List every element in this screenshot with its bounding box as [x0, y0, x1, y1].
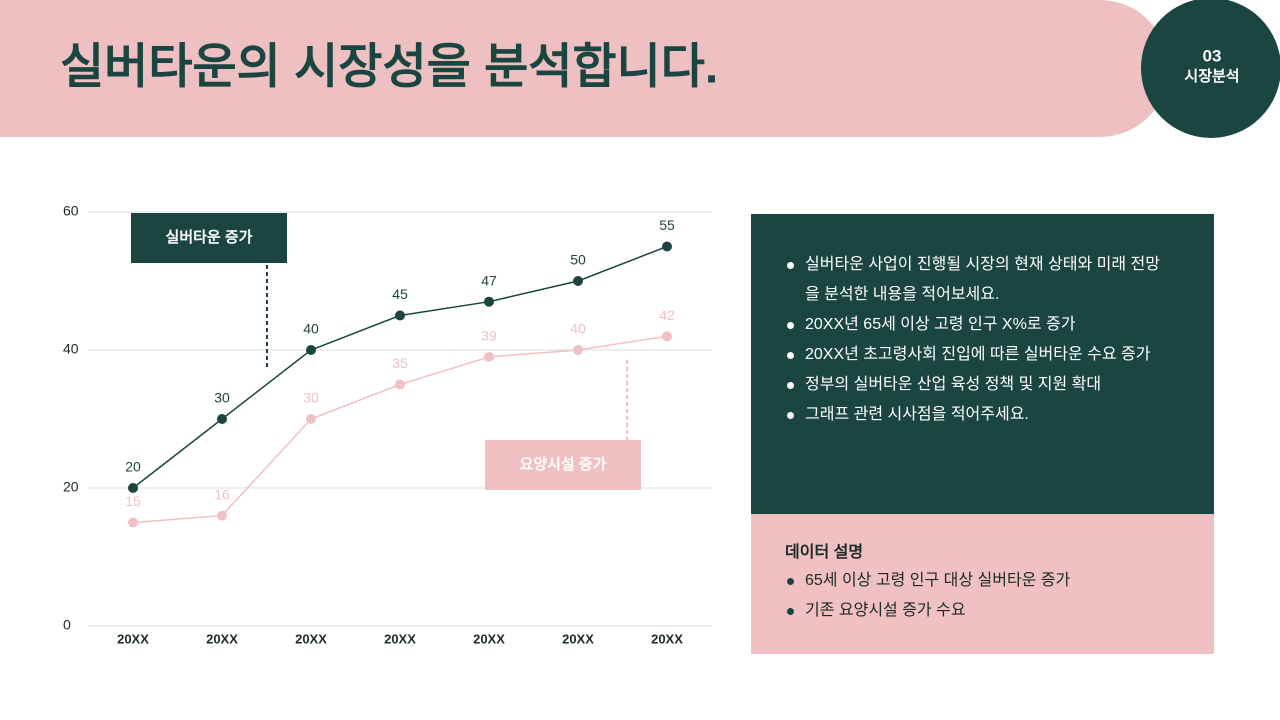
x-tick-label: 20XX [117, 631, 149, 646]
data-label: 30 [214, 390, 230, 406]
series-name: 요양시설 증가 [520, 456, 607, 473]
annotation-box [131, 213, 287, 263]
y-tick-label: 0 [63, 617, 71, 633]
data-label: 55 [659, 217, 675, 233]
bullet: 정부의 실버타운 산업 육성 정책 및 지원 확대 [785, 370, 1174, 400]
data-label: 35 [392, 355, 408, 371]
x-tick-label: 20XX [206, 631, 238, 646]
annotation-box [485, 440, 641, 490]
data-label: 40 [303, 321, 319, 337]
badge-label: 시장분석 [1184, 67, 1239, 85]
data-point [306, 414, 316, 424]
data-point [662, 331, 672, 342]
data-label: 45 [392, 286, 408, 302]
data-point [217, 510, 227, 521]
data-point [573, 345, 583, 355]
data-label: 40 [570, 321, 586, 337]
slide-title: 실버타운의 시장성을 분석합니다. [60, 41, 718, 94]
data-label: 30 [303, 390, 319, 406]
data-label: 39 [481, 328, 497, 344]
data-point [662, 241, 672, 252]
x-tick-label: 20XX [562, 631, 594, 646]
bullet: 20XX년 65세 이상 고령 인구 X%로 증가 [785, 310, 1174, 340]
data-label: 20 [125, 459, 141, 475]
x-tick-label: 20XX [295, 631, 327, 646]
summary-panel: 실버타운 사업이 진행될 시장의 현재 상태와 미래 전망을 분석한 내용을 적… [751, 214, 1214, 514]
data-point [128, 483, 138, 493]
bullet: 20XX년 초고령사회 진입에 따른 실버타운 수요 증가 [785, 340, 1174, 370]
badge [1141, 0, 1280, 138]
data-point [217, 414, 227, 424]
description-title: 데이터 설명 [785, 544, 864, 561]
data-description-panel: 데이터 설명 65세 이상 고령 인구 대상 실버타운 증가 기존 요양시설 증가… [751, 514, 1214, 654]
data-label: 47 [481, 272, 497, 288]
data-point [306, 345, 316, 355]
data-point [395, 310, 405, 321]
header-band [0, 0, 1169, 137]
bullet: 기존 요양시설 증가 수요 [785, 596, 1180, 626]
x-tick-label: 20XX [473, 631, 505, 646]
data-point [573, 276, 583, 286]
x-tick-label: 20XX [651, 631, 683, 646]
chart: 0 20 40 60 20XX 20XX 20XX 20XX 20XX 20XX 20XX 20 30 4… [63, 203, 712, 646]
series-name: 실버타운 증가 [166, 229, 253, 246]
data-label: 16 [214, 486, 230, 502]
bullet: 65세 이상 고령 인구 대상 실버타운 증가 [785, 566, 1180, 596]
bullet: 그래프 관련 시사점을 적어주세요. [785, 400, 1174, 430]
description-list: 65세 이상 고령 인구 대상 실버타운 증가 기존 요양시설 증가 수요 [785, 566, 1180, 626]
summary-list: 실버타운 사업이 진행될 시장의 현재 상태와 미래 전망을 분석한 내용을 적… [785, 250, 1174, 430]
x-tick-label: 20XX [384, 631, 416, 646]
y-tick-label: 60 [63, 203, 79, 219]
badge-number: 03 [1203, 46, 1222, 65]
bullet: 실버타운 사업이 진행될 시장의 현재 상태와 미래 전망을 분석한 내용을 적… [785, 250, 1174, 310]
data-label: 42 [659, 307, 675, 323]
data-point [484, 351, 494, 362]
data-point [484, 296, 494, 307]
data-label: 50 [570, 252, 586, 268]
data-label: 15 [125, 493, 141, 509]
data-point [128, 517, 138, 528]
y-tick-label: 20 [63, 479, 79, 495]
data-point [395, 379, 405, 390]
y-tick-label: 40 [63, 341, 79, 357]
